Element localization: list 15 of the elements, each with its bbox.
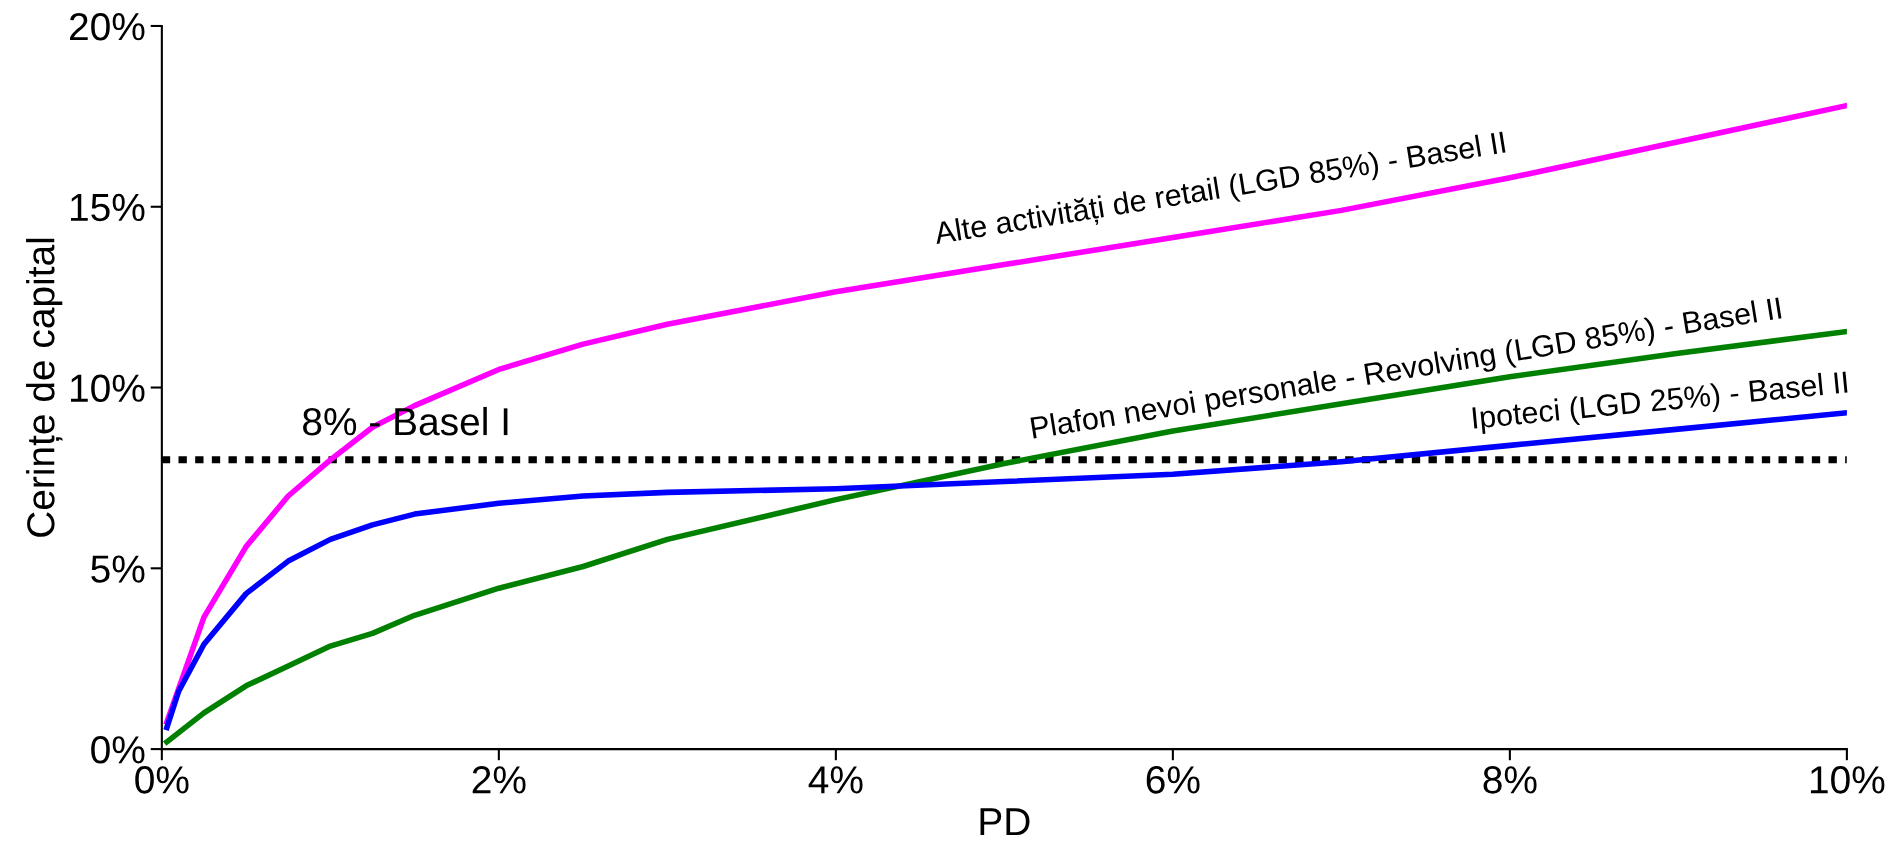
y-tick-label: 0% xyxy=(91,736,145,764)
y-tick-label: 5% xyxy=(91,555,145,583)
y-tick-label: 20% xyxy=(69,12,145,41)
x-tick-label: 0% xyxy=(135,766,189,794)
x-tick-label: 2% xyxy=(472,766,526,794)
y-tick-label: 10% xyxy=(71,374,145,403)
x-tick-label: 6% xyxy=(1146,766,1200,794)
y-tick-label: 15% xyxy=(71,193,145,222)
x-axis-title: PD xyxy=(980,808,1030,836)
ref-line-label: 8% - Basel I xyxy=(303,406,508,436)
text: Alte activități de retail (LGD 85%) - Basel II xyxy=(933,130,1507,251)
x-tick-label: 8% xyxy=(1483,766,1537,794)
y-axis-title: Cerințe de capital xyxy=(26,238,63,537)
x-tick-label: 4% xyxy=(808,766,863,794)
x-tick-label: 10% xyxy=(1810,766,1885,794)
